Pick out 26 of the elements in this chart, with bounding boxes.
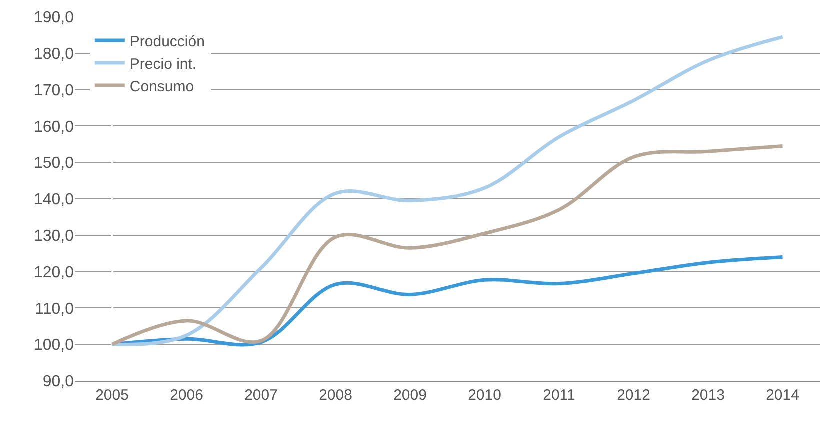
y-tick-label: 150,0 <box>34 155 74 172</box>
y-tick-label: 100,0 <box>34 337 74 354</box>
y-tick-label: 180,0 <box>34 46 74 63</box>
legend-label: Precio int. <box>130 56 197 73</box>
y-tick-label: 170,0 <box>34 82 74 100</box>
x-tick-label: 2008 <box>319 387 352 404</box>
x-tick-label: 2005 <box>96 387 129 404</box>
x-tick-label: 2014 <box>766 387 800 404</box>
legend-label: Consumo <box>130 78 194 96</box>
y-tick-label: 90,0 <box>42 374 74 391</box>
y-tick-label: 130,0 <box>34 228 74 245</box>
y-tick-label: 110,0 <box>35 300 74 318</box>
x-tick-label: 2006 <box>170 387 204 404</box>
y-tick-label: 140,0 <box>34 192 74 209</box>
x-tick-label: 2010 <box>468 387 502 404</box>
y-tick-label: 190,0 <box>34 10 74 27</box>
x-tick-label: 2013 <box>692 387 725 404</box>
x-tick-label: 2012 <box>617 387 650 404</box>
x-tick-label: 2009 <box>394 387 427 404</box>
legend-label: Producción <box>130 33 205 50</box>
line-series <box>110 35 784 347</box>
y-tick-label: 160,0 <box>34 118 74 136</box>
line-series <box>110 144 784 346</box>
x-tick-label: 2007 <box>244 387 278 404</box>
x-tick-label: 2011 <box>543 387 576 404</box>
y-tick-label: 120,0 <box>34 264 74 282</box>
